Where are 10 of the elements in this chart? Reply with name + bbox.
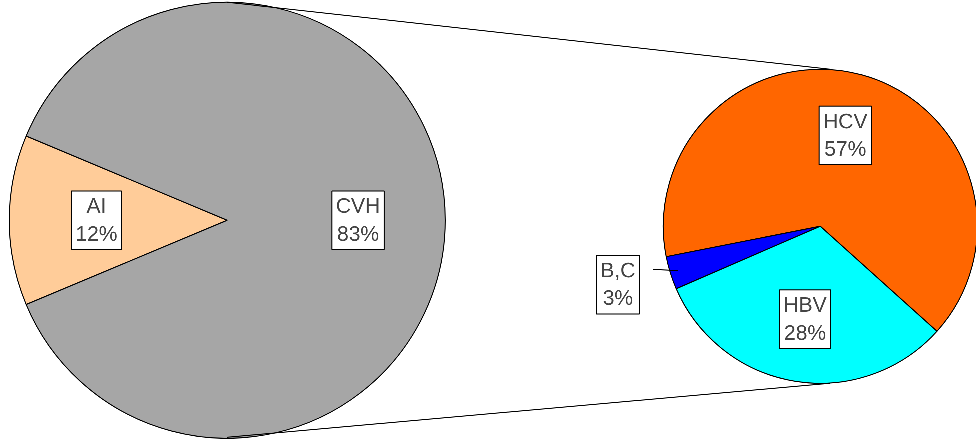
data-label: 28% [784,322,826,345]
slice-label: CVH [336,195,380,218]
slice-label: HCV [823,110,868,134]
data-label: 57% [824,138,867,161]
data-label: 83% [337,222,380,246]
data-label: 12% [76,222,118,246]
slice-label: B,C [600,260,636,283]
data-label: 3% [602,287,634,310]
slice-label: AI [86,195,107,218]
slice-label: HBV [784,294,827,318]
